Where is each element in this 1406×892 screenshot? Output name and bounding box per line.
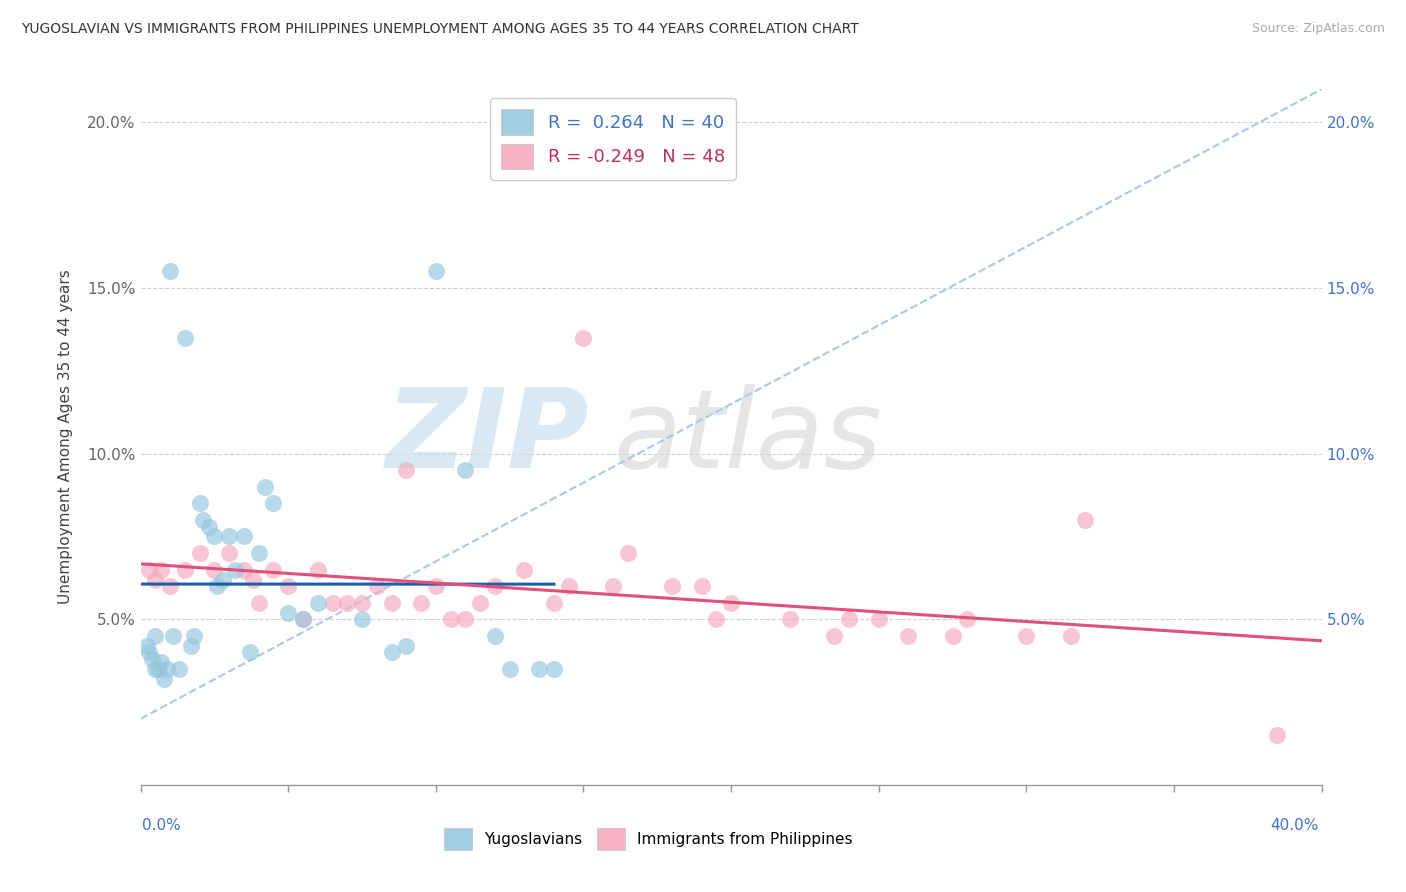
Point — [207, 579, 229, 593]
Point — [232, 529, 256, 543]
Text: Source: ZipAtlas.com: Source: ZipAtlas.com — [1251, 22, 1385, 36]
Point — [153, 672, 176, 686]
Point — [616, 546, 638, 560]
Point — [292, 612, 315, 626]
Point — [247, 546, 270, 560]
Point — [454, 463, 477, 477]
Point — [150, 656, 173, 670]
Point — [262, 563, 284, 577]
Point — [191, 513, 214, 527]
Point — [366, 579, 388, 593]
Point — [307, 563, 329, 577]
Point — [395, 463, 418, 477]
Point — [145, 629, 166, 643]
Point — [1015, 629, 1038, 643]
Point — [454, 612, 477, 626]
Point — [1265, 728, 1288, 742]
Point — [868, 612, 890, 626]
Point — [253, 480, 276, 494]
Point — [247, 596, 270, 610]
Point — [180, 639, 202, 653]
Point — [174, 331, 197, 345]
Point — [942, 629, 965, 643]
Point — [292, 612, 315, 626]
Legend: Yugoslavians, Immigrants from Philippines: Yugoslavians, Immigrants from Philippine… — [437, 821, 860, 857]
Point — [188, 546, 211, 560]
Point — [470, 596, 492, 610]
Point — [150, 563, 173, 577]
Text: 0.0%: 0.0% — [142, 818, 181, 832]
Point — [188, 496, 211, 510]
Point — [174, 563, 197, 577]
Point — [156, 662, 179, 676]
Point — [704, 612, 728, 626]
Point — [262, 496, 284, 510]
Point — [224, 563, 246, 577]
Point — [167, 662, 190, 676]
Point — [202, 529, 225, 543]
Point — [543, 662, 565, 676]
Point — [380, 645, 404, 659]
Point — [218, 546, 240, 560]
Point — [141, 652, 163, 666]
Point — [602, 579, 624, 593]
Text: 40.0%: 40.0% — [1271, 818, 1319, 832]
Point — [138, 645, 160, 659]
Point — [425, 264, 447, 278]
Point — [336, 596, 359, 610]
Point — [352, 612, 374, 626]
Point — [277, 606, 299, 620]
Point — [135, 639, 157, 653]
Point — [159, 579, 181, 593]
Point — [162, 629, 184, 643]
Point — [148, 662, 170, 676]
Point — [307, 596, 329, 610]
Point — [824, 629, 846, 643]
Point — [557, 579, 581, 593]
Point — [572, 331, 595, 345]
Point — [484, 629, 506, 643]
Point — [543, 596, 565, 610]
Point — [1074, 513, 1097, 527]
Point — [484, 579, 506, 593]
Point — [218, 529, 240, 543]
Point — [202, 563, 225, 577]
Point — [779, 612, 801, 626]
Point — [197, 519, 219, 533]
Point — [277, 579, 299, 593]
Point — [380, 596, 404, 610]
Point — [661, 579, 683, 593]
Point — [956, 612, 979, 626]
Point — [212, 573, 235, 587]
Point — [720, 596, 742, 610]
Point — [440, 612, 463, 626]
Text: ZIP: ZIP — [385, 384, 589, 491]
Point — [1060, 629, 1083, 643]
Text: YUGOSLAVIAN VS IMMIGRANTS FROM PHILIPPINES UNEMPLOYMENT AMONG AGES 35 TO 44 YEAR: YUGOSLAVIAN VS IMMIGRANTS FROM PHILIPPIN… — [21, 22, 859, 37]
Point — [232, 563, 256, 577]
Point — [242, 573, 264, 587]
Point — [838, 612, 860, 626]
Point — [529, 662, 551, 676]
Point — [395, 639, 418, 653]
Point — [690, 579, 713, 593]
Point — [352, 596, 374, 610]
Point — [159, 264, 181, 278]
Point — [145, 573, 166, 587]
Point — [498, 662, 520, 676]
Y-axis label: Unemployment Among Ages 35 to 44 years: Unemployment Among Ages 35 to 44 years — [59, 269, 73, 605]
Point — [183, 629, 205, 643]
Text: atlas: atlas — [613, 384, 882, 491]
Point — [425, 579, 447, 593]
Point — [897, 629, 920, 643]
Point — [239, 645, 262, 659]
Point — [513, 563, 536, 577]
Point — [145, 662, 166, 676]
Point — [321, 596, 344, 610]
Point — [411, 596, 433, 610]
Point — [138, 563, 160, 577]
